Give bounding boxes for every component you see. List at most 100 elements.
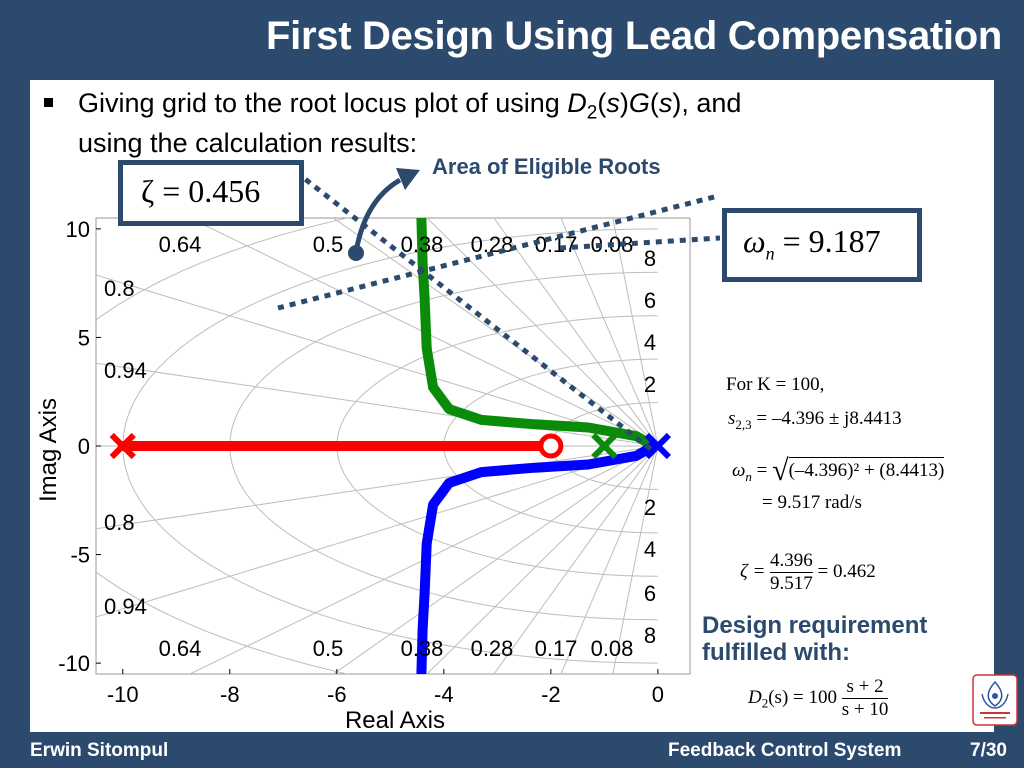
slide-title: First Design Using Lead Compensation xyxy=(266,14,1002,58)
university-logo xyxy=(972,674,1018,726)
zeta-value: ζ = 0.456 xyxy=(141,173,261,209)
bullet-D-sub: 2 xyxy=(586,102,598,124)
freq-label-bottom: 8 xyxy=(644,623,656,648)
zeta-box: ζ = 0.456 xyxy=(118,160,304,226)
freq-label-top: 2 xyxy=(644,372,656,397)
area-arrow-shaft xyxy=(353,177,402,253)
freq-label-bottom: 6 xyxy=(644,581,656,606)
bullet-s1: s xyxy=(606,88,620,118)
calc-zeta-num: 4.396 xyxy=(770,550,813,573)
calc-line-for-k: For K = 100, xyxy=(726,374,825,395)
freq-label-top: 6 xyxy=(644,288,656,313)
x-tick-label: 0 xyxy=(652,682,664,707)
y-tick-label: -5 xyxy=(70,543,90,568)
damping-label-left-bottom: 0.8 xyxy=(104,510,135,535)
calc-omega-eq: = xyxy=(751,460,773,481)
damping-label-bottom: 0.38 xyxy=(401,636,444,661)
y-tick-label: 10 xyxy=(66,217,90,242)
calc-zeta-fraction: 4.396 9.517 xyxy=(770,550,813,595)
pole-marker-icon xyxy=(109,432,136,460)
freq-label-bottom: 4 xyxy=(644,537,656,562)
y-tick-label: -10 xyxy=(58,651,90,676)
x-tick-label: -10 xyxy=(107,682,139,707)
freq-label-top: 8 xyxy=(644,246,656,271)
calc-omega: ω xyxy=(732,460,746,481)
pole-stroke xyxy=(591,432,618,460)
damping-label-left-bottom: 0.94 xyxy=(104,594,147,619)
wn-guide-line xyxy=(559,235,721,251)
footer-bar: Erwin Sitompul Feedback Control System 7… xyxy=(0,732,1024,768)
bullet-s2: s xyxy=(658,88,673,118)
locus-branches xyxy=(117,218,659,674)
zeta-guide-line-2 xyxy=(277,193,719,311)
calc-line-poles: s2,3 = –4.396 ± j8.4413 xyxy=(728,408,902,433)
pole-marker-icon xyxy=(644,432,672,460)
area-eligible-roots-label: Area of Eligible Roots xyxy=(432,154,661,179)
pole-stroke xyxy=(109,432,136,460)
x-tick-label: -2 xyxy=(541,682,561,707)
calc-line-wn-result: = 9.517 rad/s xyxy=(762,492,862,513)
omega-sub: n xyxy=(765,243,775,264)
damping-label-bottom: 0.28 xyxy=(471,636,514,661)
sqrt-symbol-icon: √ xyxy=(772,454,789,487)
damping-label-bottom: 0.17 xyxy=(535,636,578,661)
damping-label-top: 0.64 xyxy=(159,232,202,257)
bullet-marker xyxy=(44,98,53,107)
d2-den: s + 10 xyxy=(841,699,889,720)
y-tick-label: 5 xyxy=(78,325,90,350)
calc-zeta-sym: ζ = xyxy=(740,560,771,582)
bullet-text: Giving grid to the root locus plot of us… xyxy=(78,88,741,159)
damping-label-left-top: 0.94 xyxy=(104,358,147,383)
axis-ticks: -10 -8 -6 -4 -2 0 10 5 0 -5 -10 xyxy=(58,217,664,707)
calc-radicand: (–4.396)² + (8.4413) xyxy=(788,457,945,481)
footer-page: 7/30 xyxy=(970,740,1007,761)
omega-n-box: ωn = 9.187 xyxy=(722,208,922,282)
pole-zero-markers xyxy=(109,432,672,460)
freq-label-bottom: 2 xyxy=(644,495,656,520)
calc-line-zeta: ζ = 4.396 9.517 = 0.462 xyxy=(740,550,876,595)
bullet-paren2: ) xyxy=(619,88,629,118)
pole-marker-icon xyxy=(591,432,618,460)
calc-s-sub: 2,3 xyxy=(735,416,752,432)
damping-label-bottom: 0.5 xyxy=(313,636,344,661)
bullet-text-part2: ), and xyxy=(672,88,742,118)
omega-value: = 9.187 xyxy=(774,223,881,259)
damping-label-top: 0.5 xyxy=(313,232,344,257)
damping-label-bottom: 0.08 xyxy=(591,636,634,661)
zeta-guide-line xyxy=(294,170,654,452)
zero-marker-icon xyxy=(538,433,564,459)
area-arrow-origin xyxy=(348,245,364,261)
calc-poles-rest: = –4.396 ± j8.4413 xyxy=(751,408,902,429)
calc-omega-sub: n xyxy=(745,468,752,484)
damping-label-top: 0.38 xyxy=(401,232,444,257)
locus-branch-2 xyxy=(416,441,659,674)
d2-mid: (s) = 100 xyxy=(768,686,837,708)
bullet-paren1: ( xyxy=(597,88,607,118)
y-tick-label: 0 xyxy=(78,434,90,459)
calc-s: s xyxy=(728,408,736,429)
freq-label-top: 4 xyxy=(644,330,656,355)
bullet-line2: using the calculation results: xyxy=(78,128,418,159)
req-line1: Design requirement xyxy=(702,612,928,639)
damping-label-bottom: 0.64 xyxy=(159,636,202,661)
calc-zeta-den: 9.517 xyxy=(770,573,813,594)
x-tick-label: -8 xyxy=(220,682,240,707)
req-line2: fulfilled with: xyxy=(702,639,850,666)
x-tick-label: -4 xyxy=(434,682,454,707)
omega-n-value: ωn = 9.187 xyxy=(743,223,881,264)
x-axis-label: Real Axis xyxy=(345,707,445,734)
area-arrow-head xyxy=(396,168,420,190)
footer-course: Feedback Control System xyxy=(668,740,902,761)
bullet-G: G xyxy=(628,88,650,118)
pole-stroke xyxy=(644,432,672,460)
locus-branch-1 xyxy=(416,218,659,451)
damping-label-left-top: 0.8 xyxy=(104,276,135,301)
omega-symbol: ω xyxy=(743,223,766,259)
footer-author: Erwin Sitompul xyxy=(30,740,169,761)
bullet-D: D xyxy=(567,88,587,118)
calc-zeta-result: = 0.462 xyxy=(817,560,876,582)
d2-num: s + 2 xyxy=(841,676,889,699)
